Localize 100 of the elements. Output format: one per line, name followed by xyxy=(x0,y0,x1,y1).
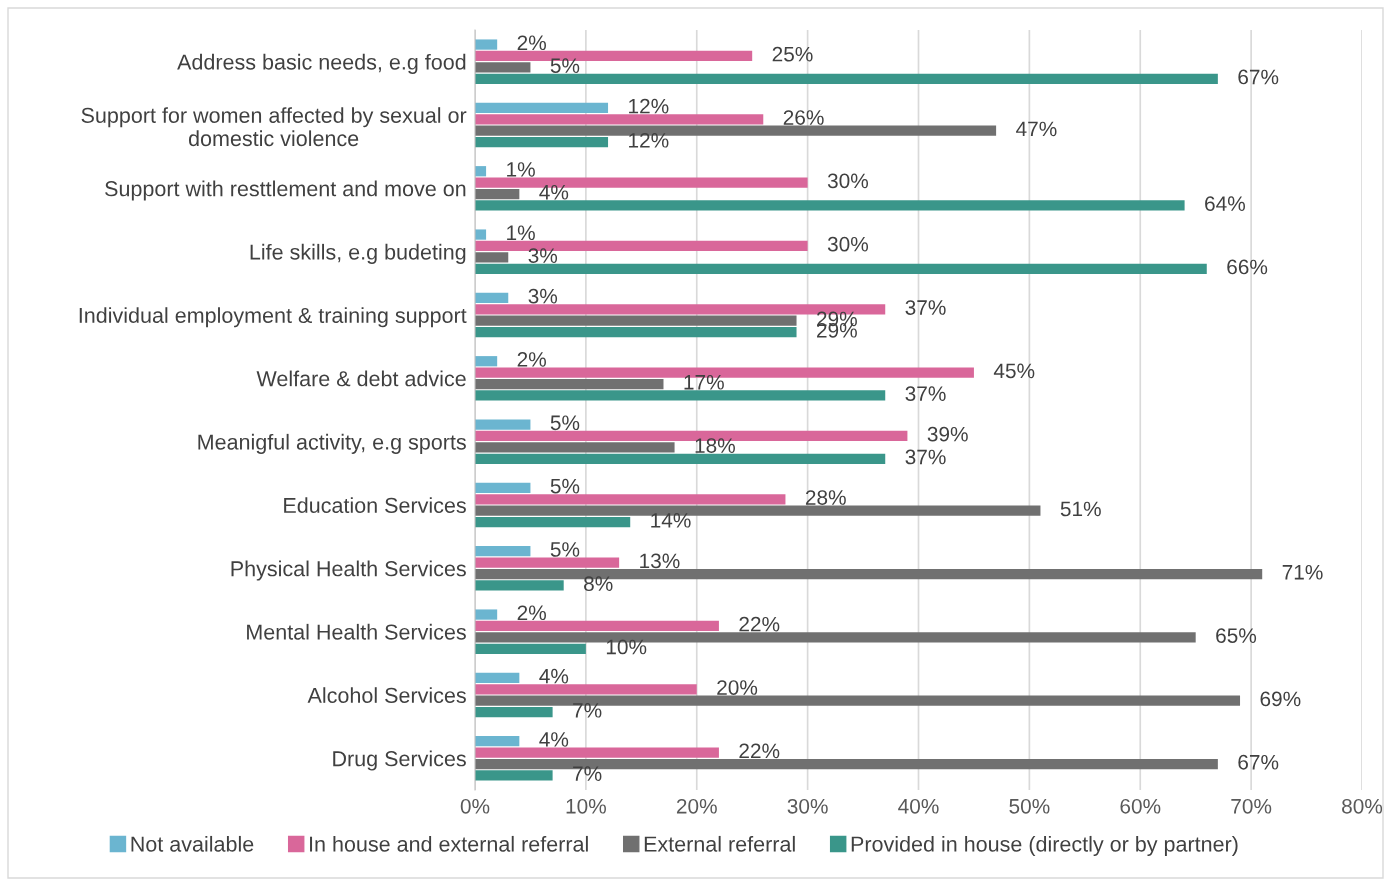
data-label: 2% xyxy=(517,352,546,367)
data-label: 22% xyxy=(739,616,780,632)
x-tick-label: 0% xyxy=(460,798,490,814)
bar xyxy=(475,643,586,654)
bar xyxy=(475,263,1207,274)
y-tick-label: Support with resttlement and move on xyxy=(105,180,466,201)
bar xyxy=(475,557,620,568)
data-label: 22% xyxy=(739,743,780,759)
data-label: 37% xyxy=(905,300,946,315)
data-label: 37% xyxy=(905,449,946,465)
bar xyxy=(475,73,1218,84)
data-label: 13% xyxy=(640,553,680,569)
data-label: 3% xyxy=(528,288,558,304)
bar xyxy=(475,102,609,114)
bar xyxy=(475,188,520,200)
bar xyxy=(475,378,664,390)
bar xyxy=(475,672,520,684)
bar xyxy=(475,252,509,263)
bar xyxy=(475,747,719,758)
data-label: 2% xyxy=(517,605,546,621)
data-label: 4% xyxy=(539,732,569,747)
bar xyxy=(475,62,531,73)
data-label: 66% xyxy=(1227,259,1268,275)
bar xyxy=(475,516,631,528)
y-tick-label: Life skills, e.g budeting xyxy=(250,243,466,264)
data-label: 37% xyxy=(905,386,946,402)
data-label: 5% xyxy=(550,542,580,557)
bar xyxy=(475,482,531,494)
data-label: 7% xyxy=(573,703,602,718)
data-label: 47% xyxy=(1016,121,1057,137)
data-label: 18% xyxy=(695,438,735,453)
bar xyxy=(475,684,697,695)
data-label: 2% xyxy=(517,35,546,51)
bar xyxy=(475,609,498,620)
data-label: 10% xyxy=(606,639,647,655)
data-label: 69% xyxy=(1260,691,1301,707)
bar xyxy=(475,356,498,367)
bar xyxy=(475,546,531,557)
y-tick-label: Drug Services xyxy=(333,750,466,771)
y-tick-label: Physical Health Services xyxy=(231,560,466,581)
bar xyxy=(475,229,487,240)
bar xyxy=(475,326,797,338)
legend-label: External referral xyxy=(644,835,795,852)
bar xyxy=(475,736,520,747)
data-label: 64% xyxy=(1205,196,1245,212)
data-label: 4% xyxy=(539,668,569,684)
legend-label: In house and external referral xyxy=(310,835,588,852)
y-tick-label: Individual employment & training support xyxy=(79,307,467,328)
bar xyxy=(475,494,786,505)
y-tick-label: Support for women affected by sexual or domestic violence xyxy=(81,107,467,147)
legend-label: Provided in house (directly or by partner) xyxy=(851,835,1238,856)
data-label: 4% xyxy=(539,184,569,200)
x-tick-label: 60% xyxy=(1120,798,1161,814)
data-label: 67% xyxy=(1238,69,1279,85)
data-label: 5% xyxy=(550,58,580,73)
x-tick-label: 10% xyxy=(566,798,606,814)
data-label: 67% xyxy=(1238,754,1279,770)
y-tick-label: Education Services xyxy=(284,497,466,514)
data-label: 20% xyxy=(717,680,758,695)
legend-label: Not available xyxy=(131,835,254,852)
bar xyxy=(475,114,764,125)
bar xyxy=(475,390,886,401)
bar xyxy=(475,136,609,148)
bar xyxy=(475,39,498,50)
data-label: 1% xyxy=(507,162,535,177)
bar xyxy=(475,442,675,453)
data-label: 8% xyxy=(584,576,613,592)
data-label: 3% xyxy=(528,248,558,263)
bar xyxy=(475,315,797,326)
data-label: 7% xyxy=(573,766,602,781)
data-label: 14% xyxy=(651,513,691,528)
x-tick-label: 50% xyxy=(1009,798,1050,814)
data-label: 45% xyxy=(993,363,1035,379)
data-label: 71% xyxy=(1282,564,1323,580)
x-tick-label: 80% xyxy=(1342,798,1383,814)
data-label: 30% xyxy=(827,173,869,189)
x-tick-label: 30% xyxy=(787,798,828,814)
data-label: 17% xyxy=(684,374,724,390)
bar xyxy=(475,419,531,430)
data-label: 12% xyxy=(629,98,669,114)
x-tick-label: 20% xyxy=(676,798,717,814)
bar xyxy=(475,620,719,632)
y-tick-label: Meanigful activity, e.g sports xyxy=(198,433,466,454)
data-label: 51% xyxy=(1060,501,1101,517)
bar xyxy=(475,292,509,304)
data-label: 5% xyxy=(550,478,580,494)
data-label: 28% xyxy=(805,490,846,505)
y-tick-label: Mental Health Services xyxy=(247,623,466,640)
y-tick-label: Welfare & debt advice xyxy=(256,370,466,387)
data-label: 1% xyxy=(507,225,535,241)
bar xyxy=(475,200,1185,211)
bar xyxy=(475,770,553,781)
data-label: 12% xyxy=(629,132,669,148)
data-label: 30% xyxy=(827,236,869,252)
bar xyxy=(475,453,886,464)
bar xyxy=(475,706,553,718)
data-label: 5% xyxy=(550,415,580,431)
y-tick-label: Alcohol Services xyxy=(307,687,466,704)
x-tick-label: 70% xyxy=(1231,798,1272,814)
y-tick-label: Address basic needs, e.g food xyxy=(177,53,466,74)
